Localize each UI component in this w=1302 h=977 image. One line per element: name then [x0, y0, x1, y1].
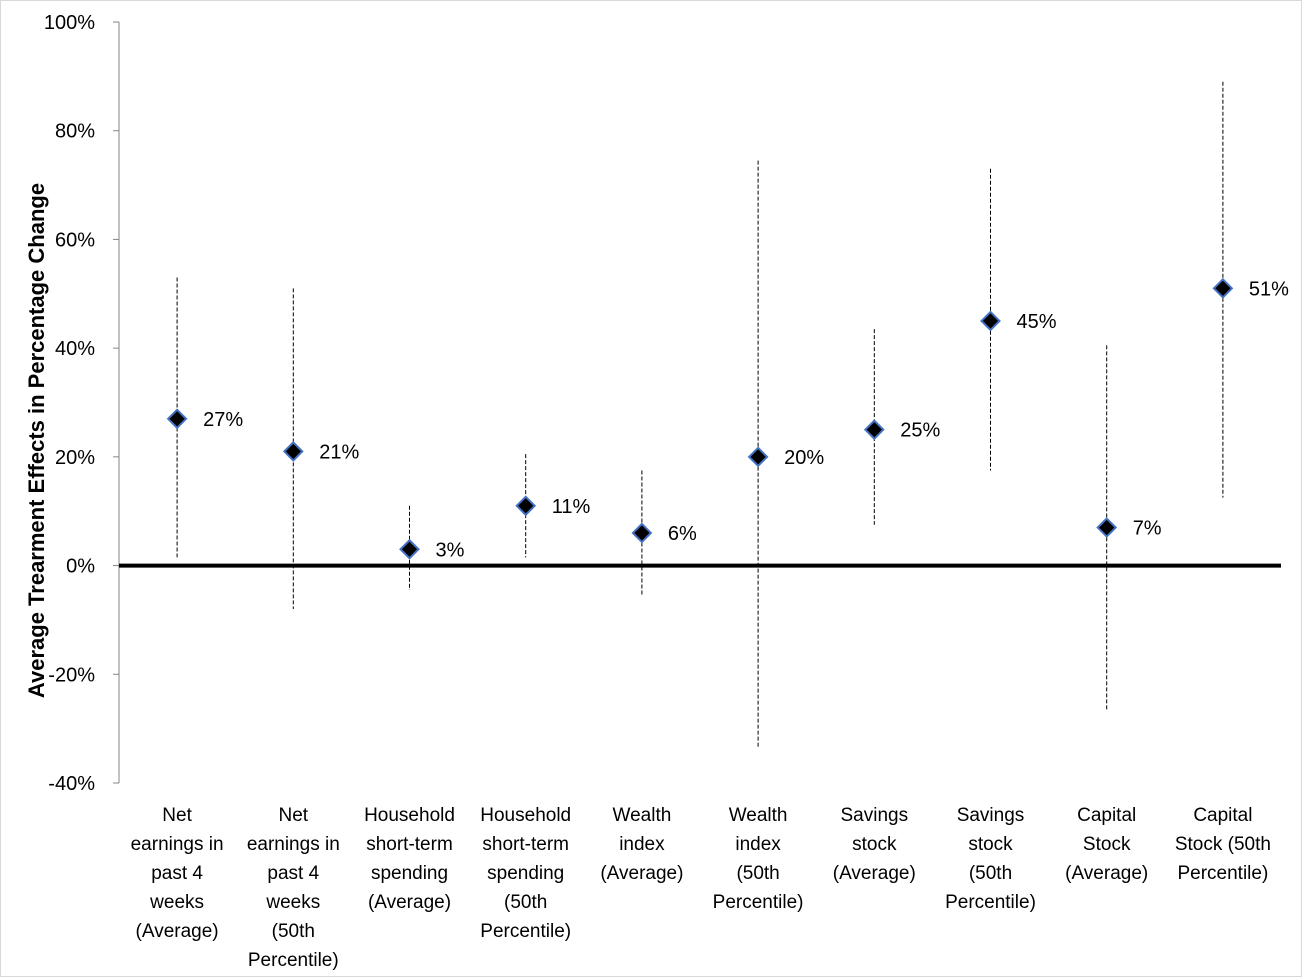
- data-label: 7%: [1133, 518, 1162, 540]
- category-label: Capital: [1193, 805, 1252, 826]
- category-label: Percentile): [248, 950, 339, 971]
- category-label: Stock (50th: [1175, 834, 1271, 855]
- data-point: [166, 408, 188, 430]
- data-label: 51%: [1249, 278, 1289, 300]
- data-point: [1212, 277, 1234, 299]
- category-label: Percentile): [713, 892, 804, 913]
- y-tick-label: 100%: [44, 12, 95, 34]
- data-label: 11%: [552, 496, 591, 518]
- data-point: [515, 495, 537, 517]
- y-tick-label: 0%: [66, 556, 95, 578]
- data-label: 27%: [203, 409, 243, 431]
- category-label: earnings in: [247, 834, 340, 855]
- category-label: (Average): [368, 892, 451, 913]
- category-label: past 4: [267, 863, 319, 884]
- category-label: Wealth: [729, 805, 788, 826]
- category-label: weeks: [265, 892, 320, 913]
- category-label: weeks: [149, 892, 204, 913]
- category-label: (Average): [1065, 863, 1148, 884]
- category-label: past 4: [151, 863, 203, 884]
- category-label: (50th: [504, 892, 547, 913]
- category-label: (Average): [136, 921, 219, 942]
- category-label: Percentile): [1177, 863, 1268, 884]
- category-label: Stock: [1083, 834, 1131, 855]
- category-label: Net: [162, 805, 192, 826]
- category-label: Savings: [840, 805, 908, 826]
- data-label: 3%: [436, 539, 465, 561]
- data-point: [282, 441, 304, 462]
- data-point: [980, 310, 1001, 332]
- y-tick-label: 80%: [55, 121, 95, 143]
- y-tick-label: -20%: [48, 664, 95, 686]
- data-label: 25%: [900, 420, 940, 442]
- y-tick-label: 40%: [55, 338, 95, 360]
- category-label: Capital: [1077, 805, 1136, 826]
- data-point: [747, 446, 769, 468]
- category-label: Household: [480, 805, 571, 826]
- category-label: spending: [371, 863, 448, 884]
- category-label: short-term: [366, 834, 453, 855]
- category-label: (50th: [969, 863, 1012, 884]
- category-label: stock: [968, 834, 1013, 855]
- category-label: (50th: [272, 921, 315, 942]
- data-point: [863, 419, 885, 441]
- category-label: stock: [852, 834, 897, 855]
- category-label: (50th: [736, 863, 779, 884]
- data-point: [631, 522, 653, 544]
- category-label: (Average): [600, 863, 683, 884]
- category-label: short-term: [482, 834, 569, 855]
- category-label: Percentile): [945, 892, 1036, 913]
- category-label: Percentile): [480, 921, 571, 942]
- data-point: [399, 538, 420, 560]
- y-tick-label: -40%: [48, 773, 95, 795]
- data-label: 21%: [319, 441, 359, 463]
- category-label: Wealth: [613, 805, 672, 826]
- category-label: Savings: [957, 805, 1025, 826]
- data-label: 20%: [784, 447, 824, 469]
- data-label: 6%: [668, 523, 697, 545]
- category-label: Household: [364, 805, 455, 826]
- category-label: Net: [279, 805, 309, 826]
- category-label: (Average): [833, 863, 916, 884]
- data-label: 45%: [1017, 311, 1057, 333]
- category-label: index: [619, 834, 665, 855]
- category-label: spending: [487, 863, 564, 884]
- category-label: index: [735, 834, 781, 855]
- category-label: earnings in: [131, 834, 224, 855]
- y-axis-title: Average Trearment Effects in Percentage …: [24, 183, 49, 698]
- y-tick-label: 20%: [55, 447, 95, 469]
- data-point: [1096, 517, 1118, 538]
- y-tick-label: 60%: [55, 229, 95, 251]
